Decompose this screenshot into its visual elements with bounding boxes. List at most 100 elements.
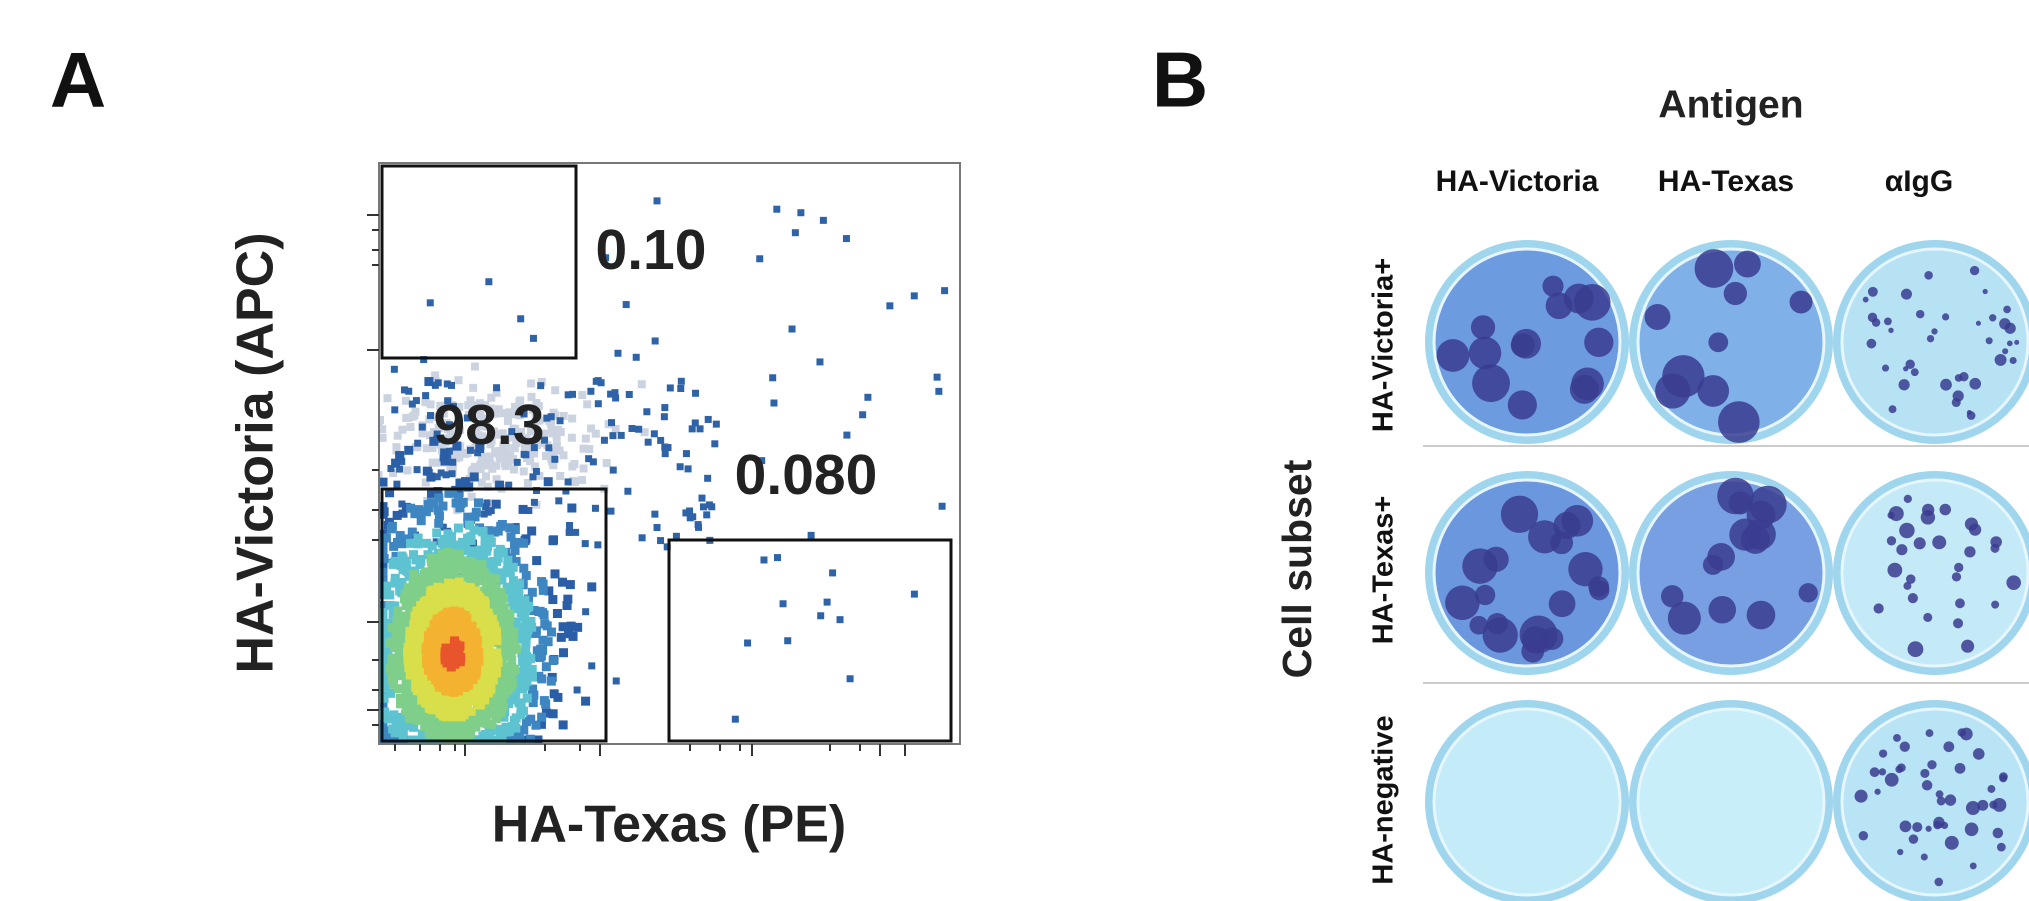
event-dot [414, 590, 424, 600]
event-dot [514, 537, 524, 547]
event-dot [556, 417, 564, 425]
event-dot [773, 205, 781, 213]
event-dot [393, 623, 403, 633]
event-dot [453, 492, 463, 502]
spot [1987, 785, 1996, 793]
spot [1920, 768, 1930, 779]
spot [1697, 375, 1730, 407]
spot [1944, 835, 1959, 850]
event-dot [448, 651, 458, 661]
event-dot [510, 539, 520, 549]
spot [1954, 374, 1963, 382]
event-dot [661, 404, 669, 412]
event-dot [520, 595, 530, 605]
event-dot [526, 427, 535, 436]
event-dot [521, 621, 531, 631]
event-dot [466, 535, 476, 545]
spot [1905, 574, 1916, 584]
event-dot [542, 452, 551, 461]
event-dot [886, 302, 894, 310]
event-dot [565, 528, 573, 536]
event-dot [392, 510, 402, 520]
event-dot [650, 430, 658, 438]
event-dot [362, 466, 370, 474]
event-dot [628, 424, 636, 432]
event-dot [472, 425, 481, 434]
event-dot [393, 480, 401, 488]
event-dot [510, 444, 519, 453]
event-dot [846, 675, 854, 683]
event-dot [493, 430, 502, 439]
event-dot [558, 577, 568, 587]
plot-frame [378, 162, 961, 745]
event-dot [933, 373, 941, 381]
event-dot [482, 561, 492, 571]
event-dot [490, 584, 500, 594]
event-dot [518, 657, 528, 667]
column-title: Antigen [1658, 83, 1803, 126]
row-header: HA-Texas+ [1368, 496, 1400, 645]
spot [1989, 800, 1998, 809]
spot [2002, 348, 2009, 355]
row-header: HA-Victoria+ [1368, 258, 1400, 432]
event-dot [387, 653, 397, 663]
event-dot [476, 410, 485, 419]
spot [1903, 581, 1912, 590]
gate [667, 538, 953, 743]
spot [1548, 590, 1576, 618]
event-dot [498, 429, 507, 438]
event-dot [773, 554, 781, 562]
spot [1511, 328, 1541, 359]
spot [1887, 562, 1903, 578]
event-dot [505, 408, 514, 417]
event-dot [396, 628, 406, 638]
spot [1866, 338, 1877, 349]
event-dot [414, 439, 422, 447]
spot [1989, 314, 1997, 322]
event-dot [556, 471, 565, 480]
event-dot [760, 556, 768, 564]
spot [1867, 286, 1878, 297]
event-dot [625, 390, 633, 398]
event-dot [663, 543, 671, 551]
event-dot [699, 503, 707, 511]
event-dot [520, 442, 529, 451]
event-dot [530, 449, 539, 458]
event-dot [559, 412, 568, 421]
event-dot [492, 461, 501, 470]
event-dot [483, 499, 491, 507]
event-dot [422, 444, 431, 453]
event-dot [686, 507, 694, 515]
event-dot [512, 585, 522, 595]
event-dot [568, 477, 577, 486]
event-dot [496, 521, 506, 531]
event-dot [400, 386, 408, 394]
spot [1920, 510, 1936, 525]
spot [1694, 249, 1734, 288]
event-dot [784, 637, 792, 645]
event-dot [391, 406, 399, 414]
spot [1702, 554, 1724, 575]
spot [1940, 821, 1949, 830]
event-dot [427, 488, 437, 498]
panel-label: B [1152, 36, 1208, 124]
event-dot [526, 457, 535, 466]
event-dot [503, 434, 512, 443]
event-dot [535, 652, 545, 662]
event-dot [512, 434, 521, 443]
event-dot [475, 552, 485, 562]
event-dot [383, 646, 393, 656]
event-dot [379, 425, 387, 434]
event-dot [540, 619, 550, 629]
event-dot [532, 556, 542, 566]
event-dot [438, 597, 448, 607]
spot [1968, 523, 1982, 536]
event-dot [329, 443, 337, 451]
event-dot [566, 621, 576, 631]
event-dot [493, 708, 503, 718]
event-dot [756, 255, 764, 263]
event-dot [475, 399, 484, 408]
event-dot [475, 444, 485, 454]
event-dot [508, 576, 518, 586]
spot [1992, 827, 2004, 839]
